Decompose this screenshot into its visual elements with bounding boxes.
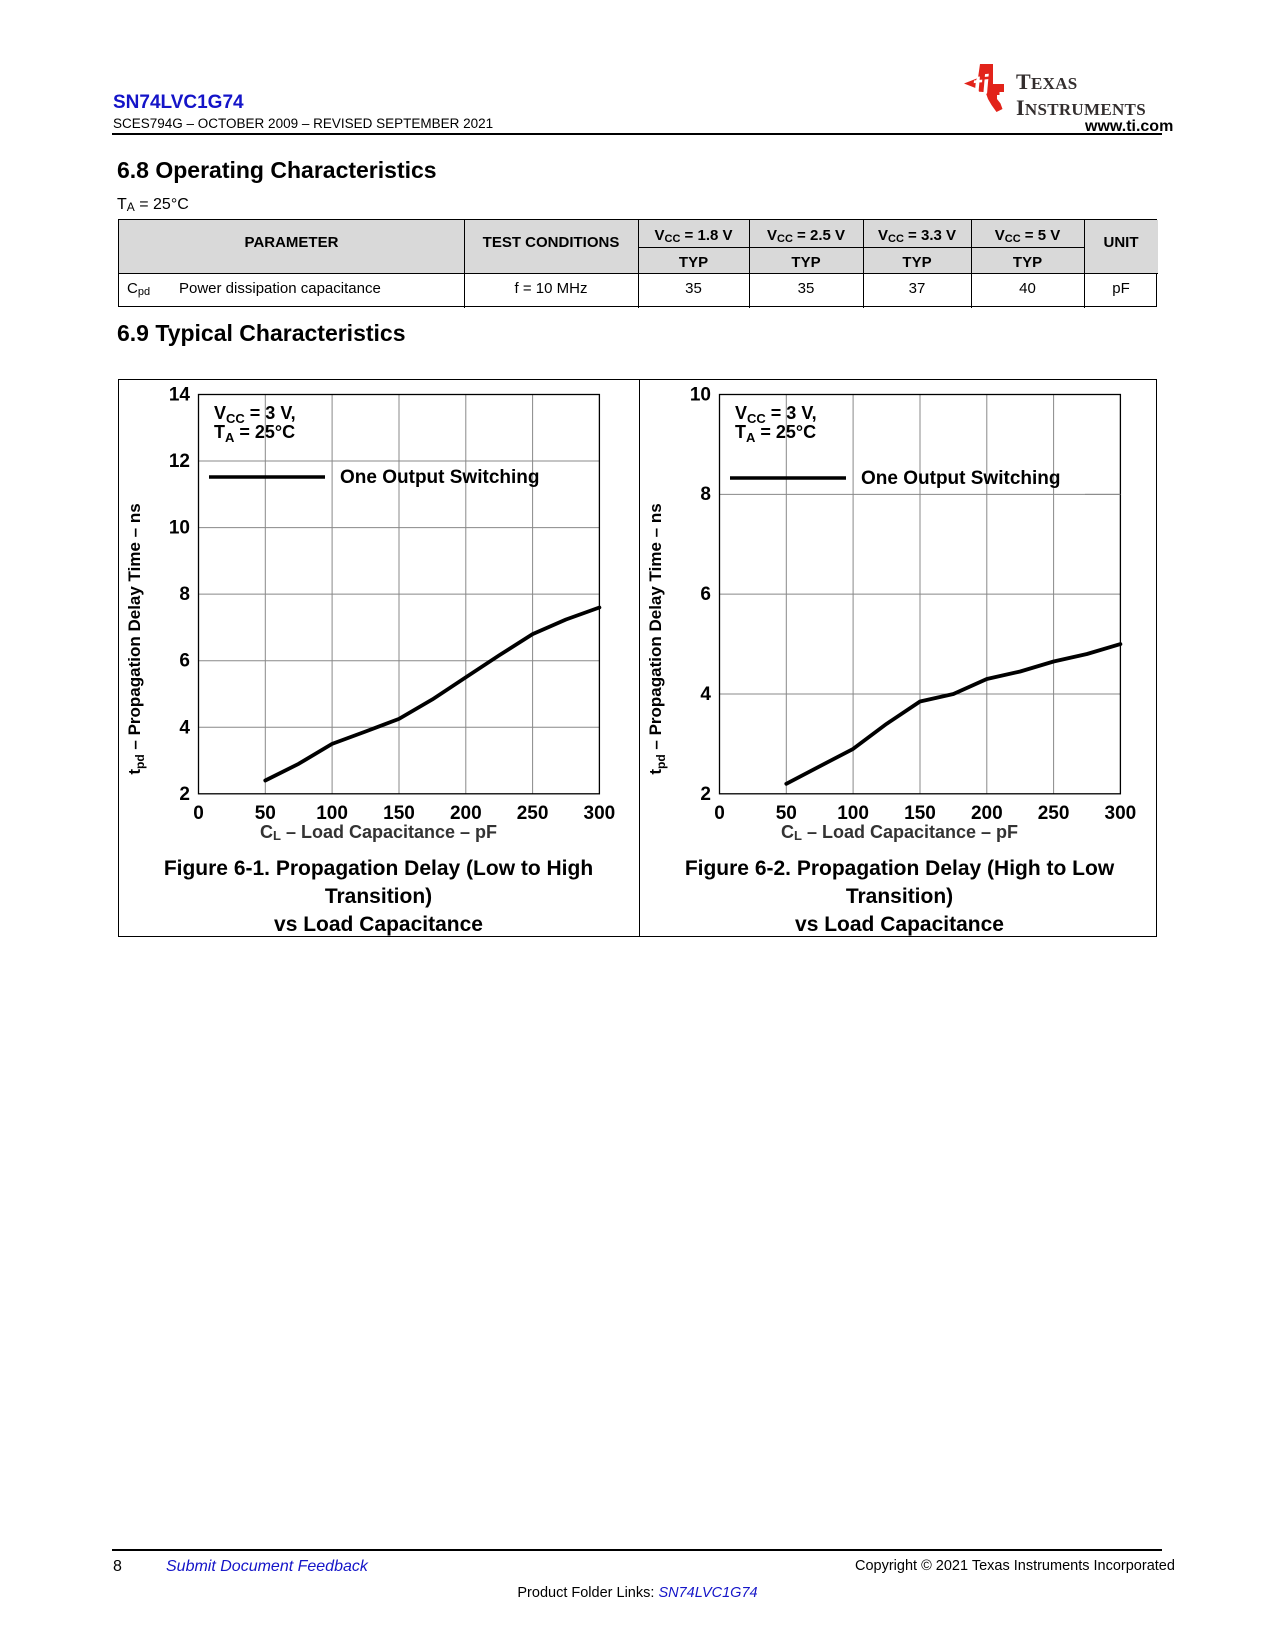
svg-text:150: 150 xyxy=(383,803,415,824)
svg-text:100: 100 xyxy=(837,803,869,824)
svg-text:8: 8 xyxy=(700,484,711,505)
svg-text:tpd – Propagation Delay Time –: tpd – Propagation Delay Time – ns xyxy=(125,503,147,774)
svg-text:0: 0 xyxy=(193,803,204,824)
svg-text:One Output Switching: One Output Switching xyxy=(861,468,1060,489)
svg-text:12: 12 xyxy=(169,451,190,472)
svg-text:tpd – Propagation Delay Time –: tpd – Propagation Delay Time – ns xyxy=(646,503,668,774)
svg-text:250: 250 xyxy=(517,803,549,824)
svg-text:200: 200 xyxy=(450,803,482,824)
svg-text:300: 300 xyxy=(1105,803,1137,824)
svg-text:250: 250 xyxy=(1038,803,1070,824)
svg-text:One Output Switching: One Output Switching xyxy=(340,467,539,488)
svg-text:50: 50 xyxy=(255,803,276,824)
svg-text:INSTRUMENTS: INSTRUMENTS xyxy=(1016,95,1146,120)
svg-text:6: 6 xyxy=(179,651,190,672)
svg-text:4: 4 xyxy=(179,717,190,738)
svg-text:10: 10 xyxy=(690,385,711,406)
svg-text:2: 2 xyxy=(700,784,711,805)
svg-text:10: 10 xyxy=(169,518,190,539)
svg-text:TEXAS: TEXAS xyxy=(1016,69,1078,94)
svg-text:6: 6 xyxy=(700,584,711,605)
svg-text:14: 14 xyxy=(169,385,191,406)
svg-text:100: 100 xyxy=(316,803,348,824)
svg-text:4: 4 xyxy=(700,684,711,705)
svg-text:0: 0 xyxy=(714,803,725,824)
svg-text:200: 200 xyxy=(971,803,1003,824)
svg-text:2: 2 xyxy=(179,784,190,805)
svg-text:150: 150 xyxy=(904,803,936,824)
svg-text:300: 300 xyxy=(584,803,616,824)
svg-text:50: 50 xyxy=(776,803,797,824)
svg-text:8: 8 xyxy=(179,584,190,605)
